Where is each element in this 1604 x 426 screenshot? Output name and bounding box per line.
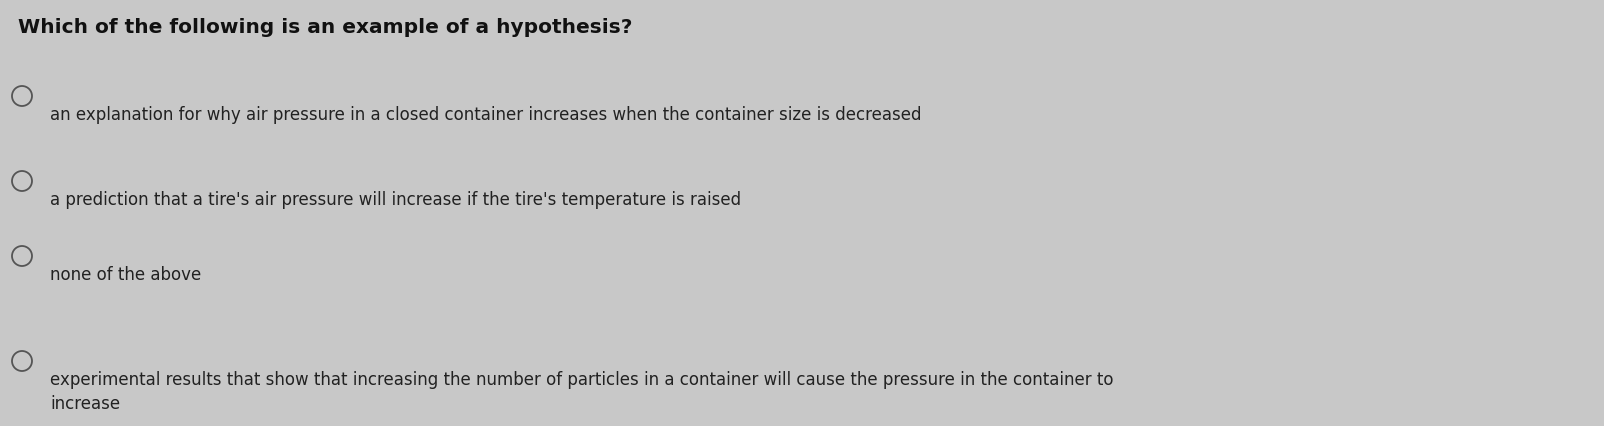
Text: a prediction that a tire's air pressure will increase if the tire's temperature : a prediction that a tire's air pressure …: [50, 191, 741, 209]
Text: an explanation for why air pressure in a closed container increases when the con: an explanation for why air pressure in a…: [50, 106, 922, 124]
Text: none of the above: none of the above: [50, 266, 200, 284]
Text: experimental results that show that increasing the number of particles in a cont: experimental results that show that incr…: [50, 371, 1113, 413]
Text: Which of the following is an example of a hypothesis?: Which of the following is an example of …: [18, 18, 632, 37]
